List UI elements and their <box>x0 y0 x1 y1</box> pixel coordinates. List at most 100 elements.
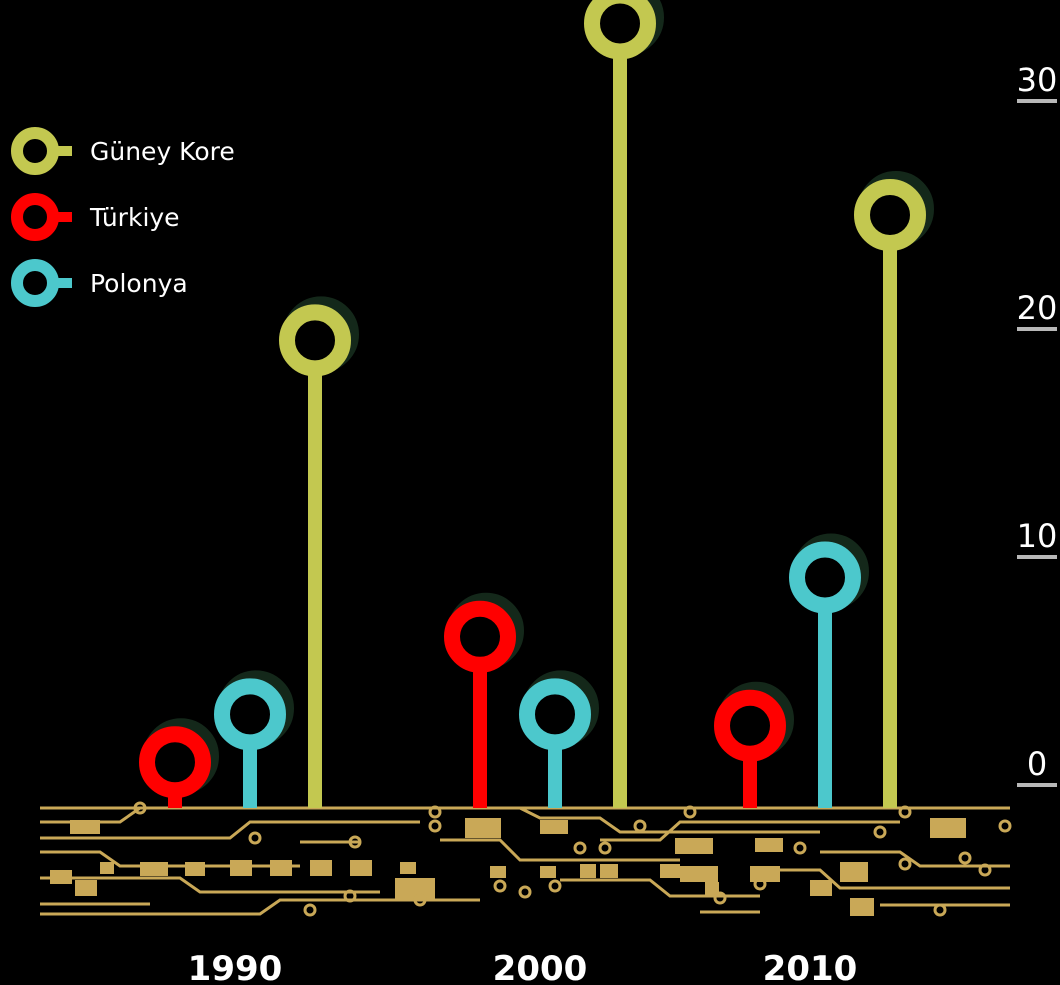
circuit-via <box>873 825 887 839</box>
lollipop-güney-kore-1990 <box>279 296 359 808</box>
legend-label: Güney Kore <box>90 136 235 166</box>
circuit-pad <box>930 818 966 838</box>
circuit-pad <box>150 862 168 876</box>
circuit-pad <box>310 860 332 876</box>
circuit-trace <box>40 898 480 916</box>
circuit-pad <box>395 878 435 900</box>
circuit-pad <box>50 870 72 884</box>
lollipop-polonya-1990 <box>214 670 294 808</box>
circuit-pad <box>660 864 680 878</box>
circuit-pad <box>680 866 718 882</box>
circuit-via <box>793 841 807 855</box>
circuit-pad <box>705 882 719 896</box>
lollipop-head <box>854 179 926 251</box>
circuit-trace <box>440 838 680 862</box>
circuit-via <box>573 841 587 855</box>
circuit-via <box>518 885 532 899</box>
lollipop-head <box>214 678 286 751</box>
circuit-pad <box>850 898 874 916</box>
circuit-via <box>898 857 912 871</box>
y-tick-label: 0 <box>1027 745 1047 783</box>
x-tick-label: 1990 <box>188 949 283 985</box>
circuit-via <box>428 805 442 819</box>
circuit-trace <box>40 876 380 894</box>
circuit-pad <box>350 860 372 876</box>
lollipop-güney-kore-2000 <box>584 0 664 809</box>
circuit-pad <box>540 866 556 878</box>
circuit-pad <box>270 860 292 876</box>
legend-marker-turkiye-icon <box>11 193 72 241</box>
circuit-pad <box>750 866 780 882</box>
circuit-via <box>303 903 317 917</box>
circuit-pad <box>230 860 252 876</box>
y-tick-label: 10 <box>1017 517 1058 555</box>
legend-label: Türkiye <box>90 202 180 232</box>
lollipop-türkiye-1990 <box>139 718 219 808</box>
lollipop-head <box>714 689 786 762</box>
circuit-pad <box>540 820 568 834</box>
lollipop-stem <box>818 597 832 808</box>
circuit-via <box>933 903 947 917</box>
circuit-trace <box>560 878 760 898</box>
legend: Güney Kore Türkiye Polonya <box>10 118 235 316</box>
circuit-via <box>493 879 507 893</box>
x-axis: 1990 2000 2010 <box>188 949 858 985</box>
lollipop-head <box>444 600 516 673</box>
circuit-pad <box>465 818 501 838</box>
circuit-via <box>413 893 427 907</box>
circuit-pad <box>400 862 416 874</box>
circuit-pad <box>810 880 832 896</box>
circuit-via <box>133 801 147 815</box>
circuit-via <box>753 877 767 891</box>
circuit-trace <box>519 806 820 834</box>
circuit-pad <box>675 838 713 854</box>
legend-item-guney-kore: Güney Kore <box>10 118 235 184</box>
circuit-trace <box>760 868 1010 890</box>
circuit-pad <box>75 880 97 896</box>
y-axis: 0 10 20 30 <box>1017 61 1058 787</box>
circuit-trace <box>820 850 1010 868</box>
lollipop-stem <box>613 43 627 809</box>
lollipop-polonya-2010 <box>789 533 869 808</box>
circuit-via <box>428 819 442 833</box>
circuit-pad <box>600 864 618 878</box>
lollipop-stem <box>243 734 257 808</box>
circuit-via <box>548 879 562 893</box>
lollipop-head <box>519 678 591 751</box>
circuit-via <box>958 851 972 865</box>
circuit-trace <box>40 850 300 868</box>
circuit-via <box>713 891 727 905</box>
lollipop-head <box>279 304 351 377</box>
x-tick-label: 2000 <box>493 949 588 985</box>
circuit-via <box>898 805 912 819</box>
circuit-via <box>978 863 992 877</box>
circuit-pad <box>840 862 868 882</box>
legend-item-polonya: Polonya <box>10 250 235 316</box>
circuit-trace <box>40 820 420 840</box>
lollipop-türkiye-2000 <box>444 592 524 808</box>
chart-marks <box>139 0 934 809</box>
circuit-via <box>598 841 612 855</box>
lollipop-polonya-2000 <box>519 670 599 808</box>
circuit-pad <box>755 838 783 852</box>
circuit-pad <box>185 862 205 876</box>
lollipop-güney-kore-2010 <box>854 171 934 808</box>
y-tick-label: 20 <box>1017 289 1058 327</box>
y-tick-label: 30 <box>1017 61 1058 99</box>
circuit-via <box>343 889 357 903</box>
lollipop-türkiye-2010 <box>714 681 794 808</box>
circuit-pad <box>100 862 114 874</box>
circuit-trace <box>40 806 141 824</box>
lollipop-head <box>139 726 211 799</box>
circuit-via <box>633 819 647 833</box>
circuit-via <box>683 805 697 819</box>
lollipop-head <box>789 541 861 614</box>
lollipop-stem <box>308 360 322 808</box>
circuit-board <box>40 801 1012 917</box>
circuit-trace <box>600 820 900 842</box>
circuit-pad <box>490 866 506 878</box>
lollipop-stem <box>883 235 897 808</box>
lollipop-stem <box>473 656 487 808</box>
legend-item-turkiye: Türkiye <box>10 184 235 250</box>
